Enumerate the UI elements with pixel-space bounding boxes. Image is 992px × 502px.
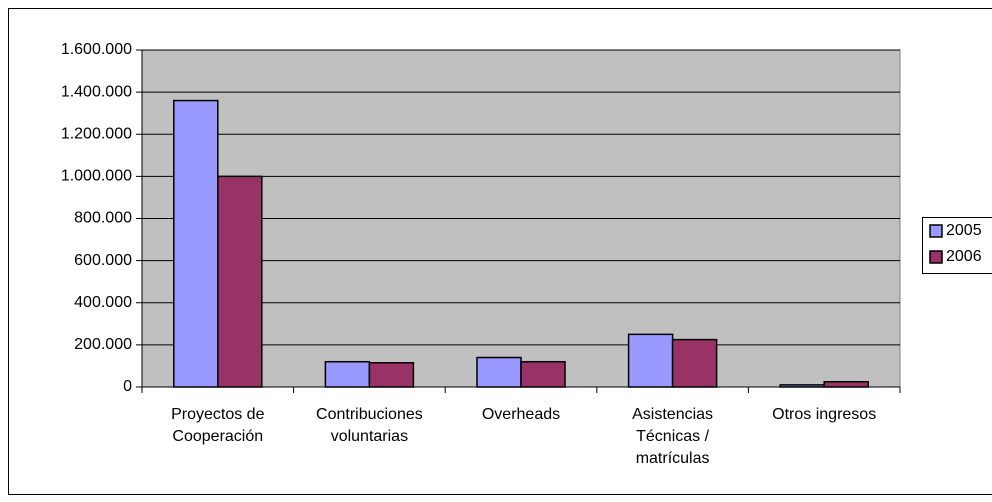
y-tick-label: 200.000 — [74, 336, 132, 353]
legend-swatch — [929, 224, 943, 238]
bar — [627, 333, 674, 388]
legend-swatch — [929, 250, 943, 264]
y-tick-label: 1.000.000 — [61, 168, 132, 185]
legend-label: 2006 — [946, 248, 982, 265]
bar — [671, 338, 718, 388]
bar — [779, 384, 825, 388]
bar — [217, 175, 263, 388]
x-tick-label: Overheads — [481, 406, 561, 423]
bar — [823, 380, 869, 388]
x-tick-label: Asistencias Técnicas / matrículas — [632, 406, 714, 467]
y-tick-label: 1.200.000 — [61, 125, 132, 142]
y-tick-label: 0 — [123, 378, 132, 395]
bar — [173, 99, 219, 388]
y-tick-label: 600.000 — [74, 252, 132, 269]
y-tick-label: 800.000 — [74, 210, 132, 227]
x-tick-label: Proyectos de Cooperación — [171, 406, 265, 445]
x-tick-label: Otros ingresos — [772, 406, 877, 423]
y-tick-label: 400.000 — [74, 294, 132, 311]
bar — [324, 360, 371, 388]
x-tick-label: Contribuciones voluntarias — [316, 406, 423, 445]
bar — [368, 362, 415, 388]
legend-label: 2005 — [946, 222, 982, 239]
bar — [520, 360, 566, 388]
y-tick-label: 1.600.000 — [61, 41, 132, 58]
bar — [476, 356, 522, 388]
y-tick-label: 1.400.000 — [61, 83, 132, 100]
